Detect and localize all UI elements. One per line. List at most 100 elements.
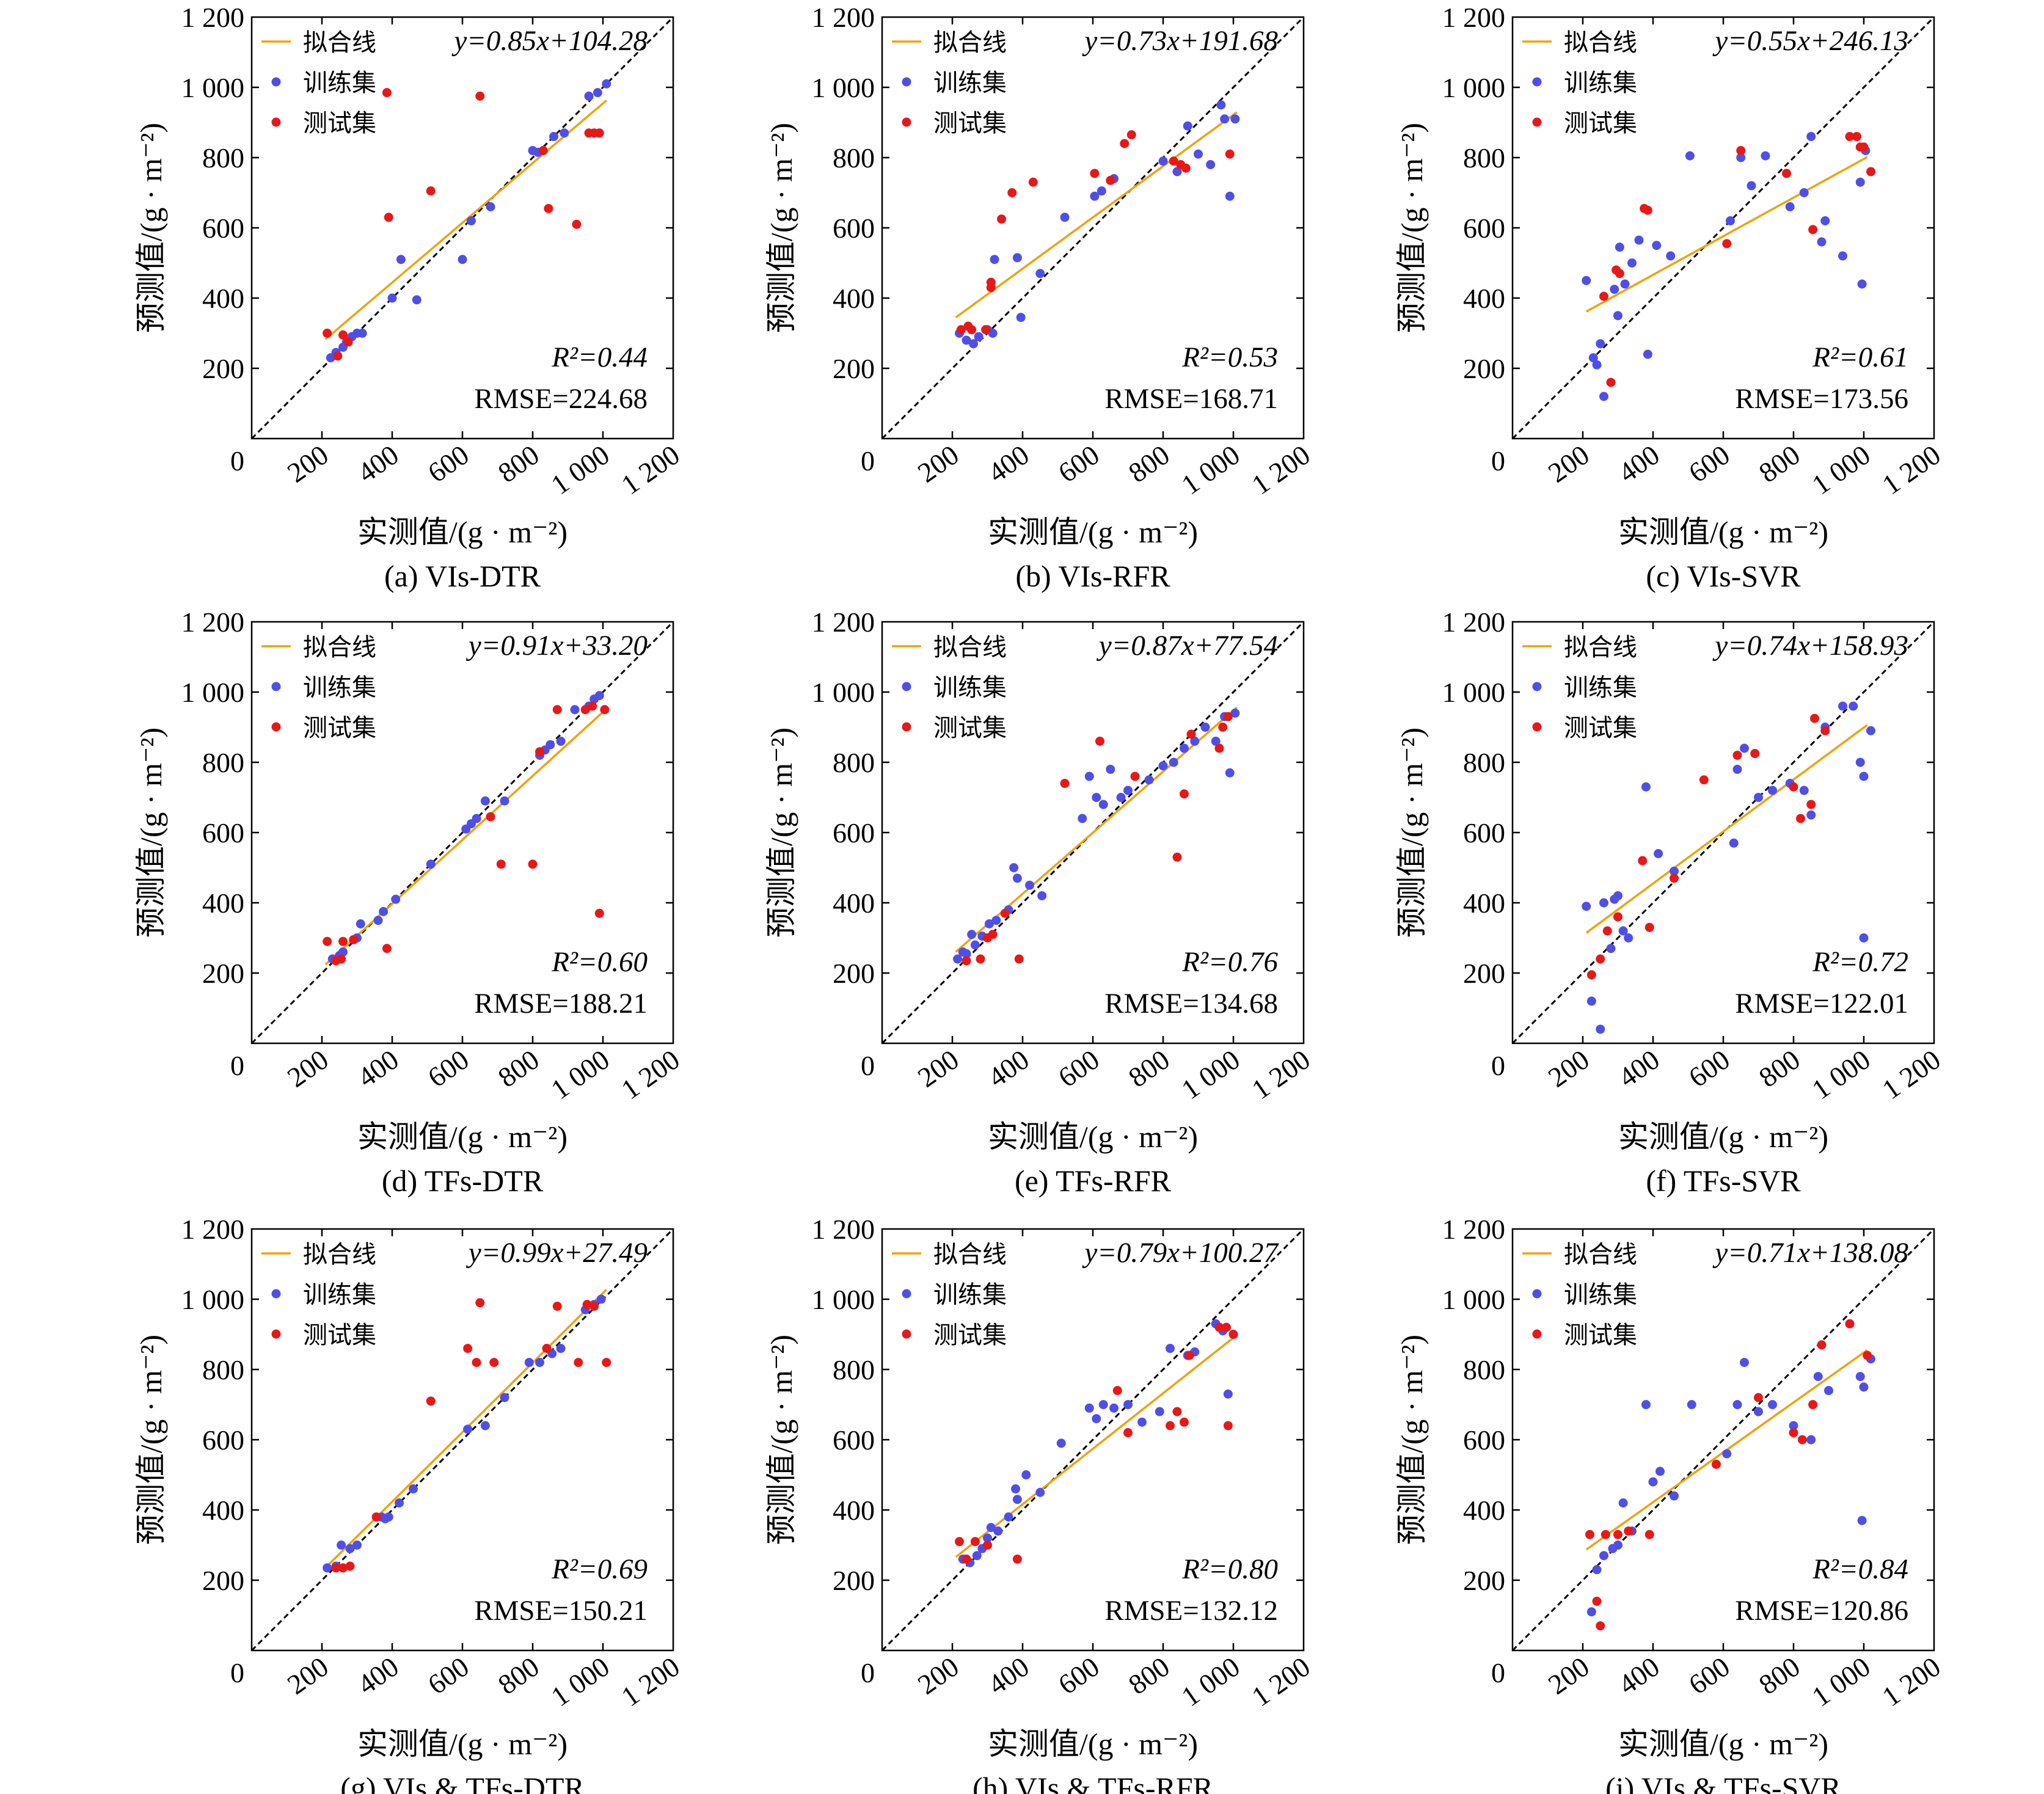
train-point <box>1726 216 1735 225</box>
legend-fit-label: 拟合线 <box>1564 29 1637 56</box>
r-squared: R²=0.53 <box>1181 341 1278 373</box>
test-point <box>538 146 548 155</box>
train-point <box>1012 873 1022 883</box>
test-point <box>475 1298 485 1308</box>
test-point <box>1214 743 1224 753</box>
train-point <box>345 1544 355 1553</box>
y-axis-label: 预测值/(g · m⁻²) <box>1395 727 1429 938</box>
train-point <box>1025 880 1034 890</box>
train-point <box>1012 253 1022 263</box>
test-point <box>580 705 590 715</box>
train-point <box>1866 726 1875 735</box>
train-point <box>1004 1512 1013 1522</box>
test-point <box>1112 1386 1122 1395</box>
train-point <box>524 1358 534 1367</box>
r-squared: R²=0.61 <box>1812 341 1908 373</box>
test-point <box>1817 1340 1827 1350</box>
train-point <box>1620 279 1630 289</box>
legend-train-swatch <box>1532 77 1542 87</box>
test-point <box>572 219 582 229</box>
train-point <box>1824 1386 1833 1395</box>
y-tick-label: 400 <box>833 283 875 314</box>
train-point <box>1610 285 1619 294</box>
test-point <box>1214 1322 1224 1332</box>
train-point <box>1016 313 1026 323</box>
train-point <box>1859 771 1869 781</box>
y-tick-label: 400 <box>1463 1495 1505 1526</box>
test-point <box>1782 169 1791 178</box>
panel-subtitle: (c) VIs-SVR <box>1646 559 1801 593</box>
identity-line <box>1511 16 1935 440</box>
test-point <box>997 214 1006 224</box>
train-point <box>1078 814 1087 823</box>
test-point <box>1806 800 1816 809</box>
train-point <box>1206 160 1216 169</box>
y-tick-label: 1 000 <box>812 1284 875 1315</box>
fit-equation: y=0.79x+100.27 <box>1082 1237 1279 1269</box>
test-point <box>962 1555 971 1564</box>
train-point <box>1123 1400 1133 1409</box>
test-point <box>1123 1428 1133 1437</box>
y-tick-label: 1 200 <box>812 1214 875 1245</box>
train-point <box>1859 1382 1869 1392</box>
train-point <box>593 88 602 98</box>
train-point <box>1670 1491 1679 1501</box>
train-point <box>391 894 401 904</box>
y-tick-label: 600 <box>202 817 244 848</box>
train-point <box>1740 1358 1749 1367</box>
test-point <box>574 1358 583 1367</box>
train-point <box>1194 149 1203 159</box>
y-tick-label: 1 000 <box>1442 72 1506 103</box>
x-axis-label: 实测值/(g · m⁻²) <box>1618 1120 1828 1154</box>
y-tick-label: 0 <box>1491 1050 1505 1081</box>
test-point <box>955 1537 964 1547</box>
train-point <box>1666 251 1676 261</box>
train-point <box>1618 1498 1628 1508</box>
test-point <box>986 283 996 293</box>
train-point <box>396 255 406 264</box>
train-point <box>1144 775 1154 785</box>
rmse: RMSE=224.68 <box>474 383 648 415</box>
r-squared: R²=0.60 <box>551 946 648 978</box>
train-point <box>1747 181 1756 191</box>
test-point <box>345 1561 355 1571</box>
test-point <box>967 325 977 335</box>
y-tick-label: 600 <box>833 817 875 848</box>
test-point <box>981 325 991 335</box>
y-tick-label: 800 <box>1463 1354 1505 1385</box>
test-point <box>1166 1421 1175 1431</box>
train-point <box>1799 188 1809 197</box>
test-point <box>1643 205 1652 215</box>
y-tick-label: 200 <box>1463 1565 1505 1596</box>
test-point <box>956 325 966 335</box>
train-point <box>594 691 604 701</box>
test-point <box>589 1302 599 1311</box>
test-point <box>1218 723 1228 732</box>
y-tick-label: 1 000 <box>181 677 245 708</box>
x-axis-label: 实测值/(g · m⁻²) <box>988 515 1198 549</box>
train-point <box>1855 1372 1865 1381</box>
rmse: RMSE=132.12 <box>1104 1595 1278 1627</box>
y-tick-label: 1 000 <box>181 1284 245 1315</box>
legend-fit-label: 拟合线 <box>933 29 1007 56</box>
r-squared: R²=0.44 <box>551 341 648 373</box>
train-point <box>990 255 999 264</box>
train-point <box>1599 898 1608 908</box>
y-tick-label: 200 <box>833 958 875 989</box>
train-point <box>337 1541 346 1550</box>
test-point <box>542 1344 552 1353</box>
legend-test-swatch <box>1532 1329 1542 1339</box>
test-point <box>486 812 495 822</box>
train-point <box>1670 866 1679 876</box>
legend-train-swatch <box>902 77 911 87</box>
identity-line <box>1511 1228 1935 1652</box>
train-point <box>1685 151 1695 161</box>
test-point <box>602 1358 611 1367</box>
train-point <box>1652 241 1662 250</box>
fit-equation: y=0.55x+246.13 <box>1712 25 1908 57</box>
test-point <box>1596 1621 1605 1631</box>
train-point <box>1169 757 1178 767</box>
train-point <box>1624 933 1633 943</box>
legend-fit-label: 拟合线 <box>303 1241 376 1268</box>
